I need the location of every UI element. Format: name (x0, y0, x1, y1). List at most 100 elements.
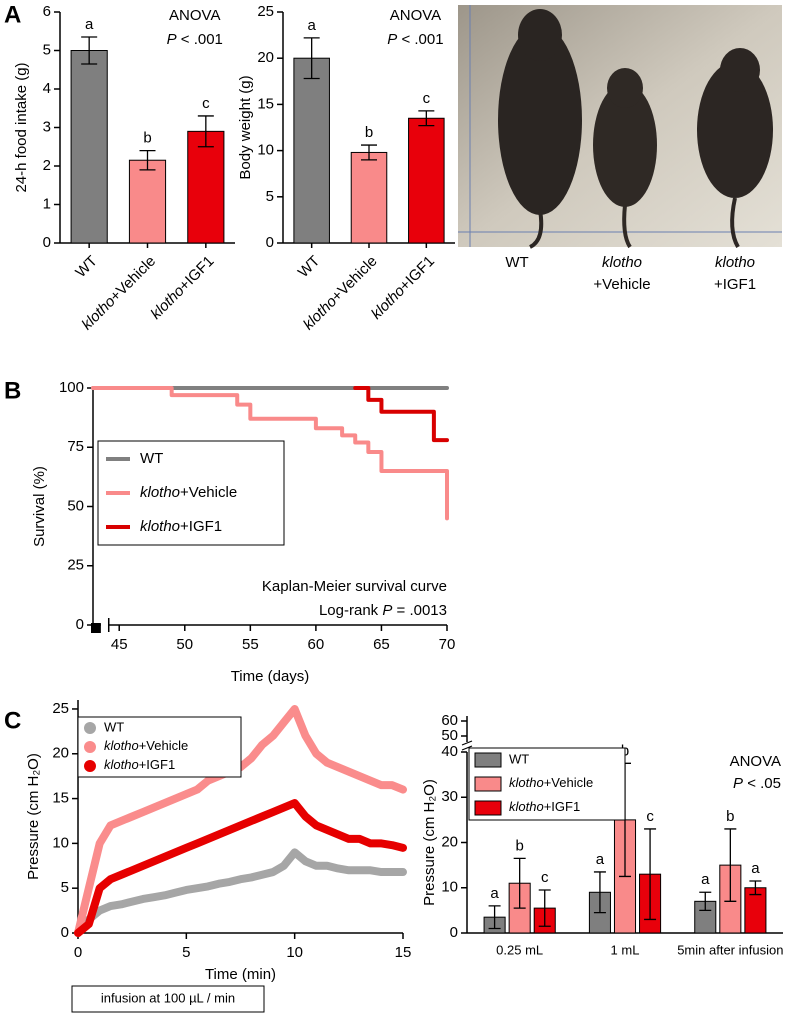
x-tick-label: WT (72, 253, 101, 282)
y-tick-label: 100 (59, 379, 84, 396)
bar (187, 130, 225, 244)
axis-break (91, 623, 101, 633)
x-tick-label: 10 (286, 944, 303, 961)
legend-label: klotho+Vehicle (140, 484, 237, 501)
x-tick-label: klotho+IGF1 (147, 253, 217, 323)
x-tick-label: 5min after infusion (677, 942, 783, 957)
significance-letter: b (365, 124, 373, 141)
significance-letter: b (143, 130, 151, 147)
y-axis-label: 24-h food intake (g) (13, 62, 30, 192)
y-axis-label: Body weight (g) (237, 75, 254, 179)
x-tick-label: 45 (111, 636, 128, 653)
error-bar (139, 149, 156, 171)
axis-break (461, 740, 473, 751)
annotation: ANOVA (390, 7, 441, 24)
note-box (71, 985, 265, 1013)
y-tick-label: 40 (441, 743, 458, 760)
y-tick-label: 10 (257, 142, 274, 159)
bar (408, 117, 445, 244)
y-tick-label: 10 (441, 879, 458, 896)
significance-letter: c (646, 808, 654, 825)
y-tick-label: 20 (257, 49, 274, 66)
legend-swatch (474, 800, 502, 816)
legend-swatch (84, 741, 96, 753)
error-bar (538, 889, 551, 927)
series-line (74, 799, 407, 937)
significance-letter: a (85, 16, 94, 33)
error-bar (749, 880, 762, 896)
annotation: ANOVA (730, 753, 781, 770)
x-tick-label: 0 (74, 944, 82, 961)
y-tick-label: 2 (43, 157, 51, 174)
bar (128, 159, 167, 244)
x-tick-label: 1 mL (611, 942, 640, 957)
note: infusion at 100 µL / min (101, 990, 235, 1005)
photo-label: klotho (602, 254, 642, 271)
y-axis-label: Pressure (cm H₂O) (25, 753, 42, 880)
significance-letter: a (307, 17, 316, 34)
y-tick-label: 15 (52, 790, 69, 807)
annotation: P < .001 (167, 31, 223, 48)
y-tick-label: 75 (67, 438, 84, 455)
x-tick-label: 0.25 mL (496, 942, 543, 957)
panel-label: C (4, 707, 21, 734)
x-tick-label: 65 (373, 636, 390, 653)
significance-letter: b (515, 837, 523, 854)
photo-label: klotho (715, 254, 755, 271)
y-tick-label: 0 (266, 234, 274, 251)
y-tick-label: 5 (266, 188, 274, 205)
photo-label: +Vehicle (593, 276, 650, 293)
y-tick-label: 0 (76, 616, 84, 633)
series-line (353, 386, 449, 443)
bar (350, 151, 388, 244)
series-line (74, 848, 407, 937)
y-tick-label: 50 (67, 497, 84, 514)
annotation: Log-rank P = .0013 (319, 602, 447, 619)
significance-letter: c (202, 95, 210, 112)
error-bar (513, 857, 526, 909)
legend-swatch (84, 722, 96, 734)
annotation: P < .05 (733, 775, 781, 792)
y-tick-label: 6 (43, 3, 51, 20)
x-axis-label: Time (min) (205, 966, 276, 983)
y-tick-label: 3 (43, 118, 51, 135)
legend-label: klotho+IGF1 (509, 799, 580, 814)
y-tick-label: 5 (43, 41, 51, 58)
significance-letter: c (423, 90, 431, 107)
error-bar (593, 871, 606, 914)
y-tick-label: 25 (67, 557, 84, 574)
annotation: ANOVA (169, 7, 220, 24)
legend-swatch (84, 760, 96, 772)
y-tick-label: 1 (43, 195, 51, 212)
panel-label: A (4, 1, 21, 28)
y-tick-label: 15 (257, 95, 274, 112)
annotation: P < .001 (387, 31, 443, 48)
x-axis-label: Time (days) (231, 668, 310, 685)
legend-label: klotho+Vehicle (104, 738, 188, 753)
mouse-photo (458, 5, 782, 249)
x-tick-label: 50 (176, 636, 193, 653)
x-tick-label: WT (295, 253, 324, 282)
x-tick-label: 55 (242, 636, 259, 653)
significance-letter: a (751, 860, 760, 877)
x-tick-label: 70 (439, 636, 456, 653)
error-bar (418, 110, 435, 127)
x-tick-label: 15 (395, 944, 412, 961)
x-tick-label: 5 (182, 944, 190, 961)
error-bar (81, 36, 98, 65)
error-bar (724, 828, 737, 902)
y-tick-label: 25 (257, 3, 274, 20)
significance-letter: b (726, 808, 734, 825)
x-tick-label: 60 (308, 636, 325, 653)
legend-label: klotho+Vehicle (509, 775, 593, 790)
y-tick-label: 20 (441, 833, 458, 850)
legend-swatch (474, 776, 502, 792)
error-bar (644, 828, 657, 921)
photo-label: WT (505, 254, 528, 271)
significance-letter: a (596, 851, 605, 868)
y-tick-label: 60 (441, 712, 458, 729)
error-bar (699, 891, 712, 912)
y-tick-label: 30 (441, 788, 458, 805)
photo-label: +IGF1 (714, 276, 756, 293)
